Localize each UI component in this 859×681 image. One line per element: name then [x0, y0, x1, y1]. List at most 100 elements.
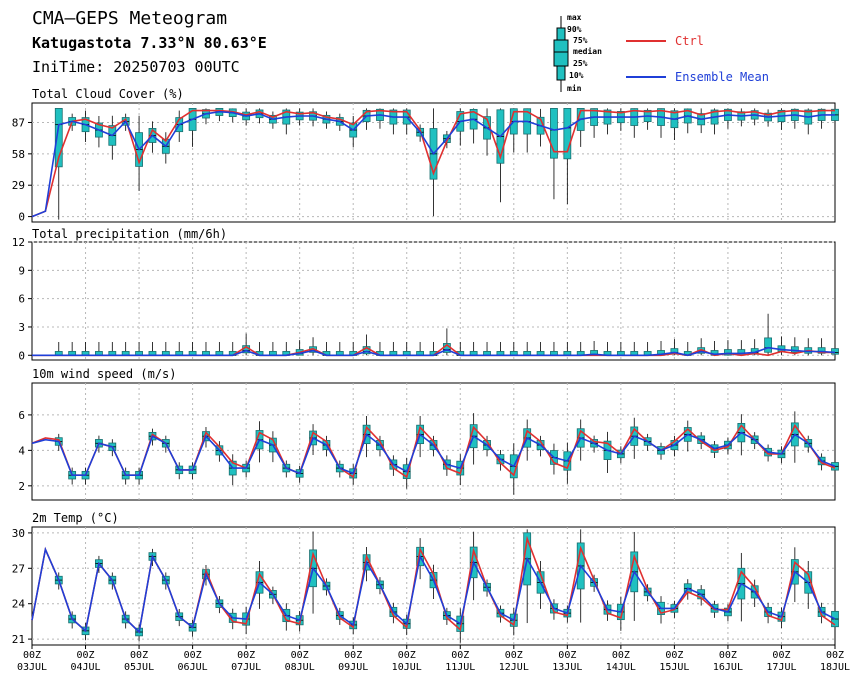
boxplot-box	[54, 108, 63, 168]
x-tick-label-time: 00Z	[130, 650, 148, 661]
x-tick-label-date: 14JUL	[606, 662, 636, 673]
boxplot	[590, 108, 598, 138]
legend-box-label-p90: 90%	[567, 25, 582, 34]
location-label: Katugastota 7.33°N 80.63°E	[32, 34, 267, 52]
x-tick-label-date: 17JUL	[766, 662, 796, 673]
legend-inner-box	[553, 39, 569, 67]
boxplot	[630, 108, 639, 138]
x-tick-label-time: 00Z	[612, 650, 630, 661]
panel-3: 2m Temp (°C) 21 24 27 30	[12, 511, 839, 646]
boxplot-box	[831, 348, 839, 355]
boxplot	[616, 596, 625, 631]
boxplot	[523, 342, 532, 356]
boxplot	[804, 338, 813, 356]
boxplot	[831, 603, 839, 638]
panel-frame	[31, 382, 836, 501]
panel-2: 10m wind speed (m/s) 2 4 6	[18, 367, 839, 501]
boxplot-box	[817, 347, 826, 354]
y-tick-label: 87	[12, 116, 25, 129]
y-tick-label: 0	[18, 211, 25, 224]
boxplot	[148, 342, 157, 356]
boxplot	[81, 342, 90, 356]
boxplot	[576, 419, 585, 461]
x-tick-label-time: 00Z	[23, 650, 41, 661]
boxplot	[54, 342, 63, 356]
x-tick-label-time: 00Z	[772, 650, 790, 661]
boxplot	[255, 108, 264, 124]
legend-box-label-min: min	[567, 83, 582, 93]
boxplot	[550, 108, 558, 200]
boxplot	[804, 560, 813, 609]
boxplot	[469, 342, 478, 356]
x-tick-label-date: 12JUL	[499, 662, 529, 673]
x-tick-label-date: 08JUL	[285, 662, 315, 673]
boxplot	[764, 109, 772, 127]
boxplot	[135, 342, 143, 356]
y-tick-label: 29	[12, 179, 25, 192]
panel-title: 10m wind speed (m/s)	[32, 367, 177, 381]
boxplot	[657, 108, 665, 138]
boxplot	[68, 342, 77, 356]
y-tick-label: 27	[12, 562, 25, 575]
legend-box-label-median: median	[573, 46, 602, 56]
x-tick-label-date: 11JUL	[445, 662, 475, 673]
boxplot	[188, 342, 197, 356]
x-tick-label-time: 00Z	[826, 650, 844, 661]
x-tick-label-time: 00Z	[291, 650, 309, 661]
x-tick-label-date: 09JUL	[338, 662, 368, 673]
x-tick-label-time: 00Z	[665, 650, 683, 661]
boxplot	[563, 108, 572, 205]
ensemble-mean-line	[31, 431, 836, 477]
time-axis: 00Z03JUL00Z04JUL00Z05JUL00Z06JUL00Z07JUL…	[17, 645, 850, 673]
x-tick-label-time: 00Z	[451, 650, 469, 661]
boxplot	[456, 454, 465, 486]
x-tick-label-time: 00Z	[398, 650, 416, 661]
y-tick-label: 30	[12, 527, 25, 540]
x-tick-label-date: 10JUL	[392, 662, 422, 673]
boxplot	[282, 342, 291, 356]
x-tick-label-time: 00Z	[505, 650, 523, 661]
x-tick-label-date: 07JUL	[231, 662, 261, 673]
y-tick-label: 4	[18, 444, 25, 457]
boxplot	[563, 342, 572, 356]
boxplot	[616, 342, 625, 356]
boxplot	[268, 342, 277, 356]
legend-boxplot-icon	[553, 16, 569, 92]
boxplot	[389, 342, 398, 356]
ctrl-line	[31, 109, 835, 218]
x-tick-label-date: 18JUL	[820, 662, 850, 673]
x-tick-label-date: 16JUL	[713, 662, 743, 673]
x-tick-label-date: 04JUL	[70, 662, 100, 673]
boxplot	[268, 111, 277, 129]
boxplot	[603, 342, 612, 356]
x-tick-label-date: 03JUL	[17, 662, 47, 673]
boxplot	[576, 342, 585, 356]
legend-box-label-max: max	[567, 13, 582, 22]
x-tick-label-time: 00Z	[237, 650, 255, 661]
boxplot	[536, 342, 545, 356]
x-tick-label-time: 00Z	[184, 650, 202, 661]
x-tick-label-time: 00Z	[77, 650, 95, 661]
boxplot	[483, 108, 491, 156]
boxplot	[202, 342, 210, 356]
boxplot	[215, 342, 224, 356]
boxplot	[737, 108, 746, 127]
panel-title: Total Cloud Cover (%)	[32, 87, 184, 101]
y-tick-label: 6	[18, 409, 25, 422]
boxplot	[643, 342, 652, 356]
boxplot	[550, 342, 558, 356]
boxplot-box	[724, 349, 732, 356]
boxplot	[228, 108, 237, 123]
x-tick-label-time: 00Z	[344, 650, 362, 661]
y-tick-label: 3	[18, 321, 25, 334]
legend: max 90% 75% median 25% 10% min Ctrl Ense…	[553, 13, 769, 93]
boxplot	[576, 108, 585, 147]
init-time-label: IniTime: 20250703 00UTC	[32, 58, 240, 76]
boxplot	[108, 342, 117, 356]
boxplot	[121, 342, 130, 356]
boxplot	[416, 342, 425, 356]
boxplot	[161, 342, 170, 356]
boxplot	[175, 342, 184, 356]
x-tick-label-date: 05JUL	[124, 662, 154, 673]
boxplot-box	[790, 346, 799, 353]
